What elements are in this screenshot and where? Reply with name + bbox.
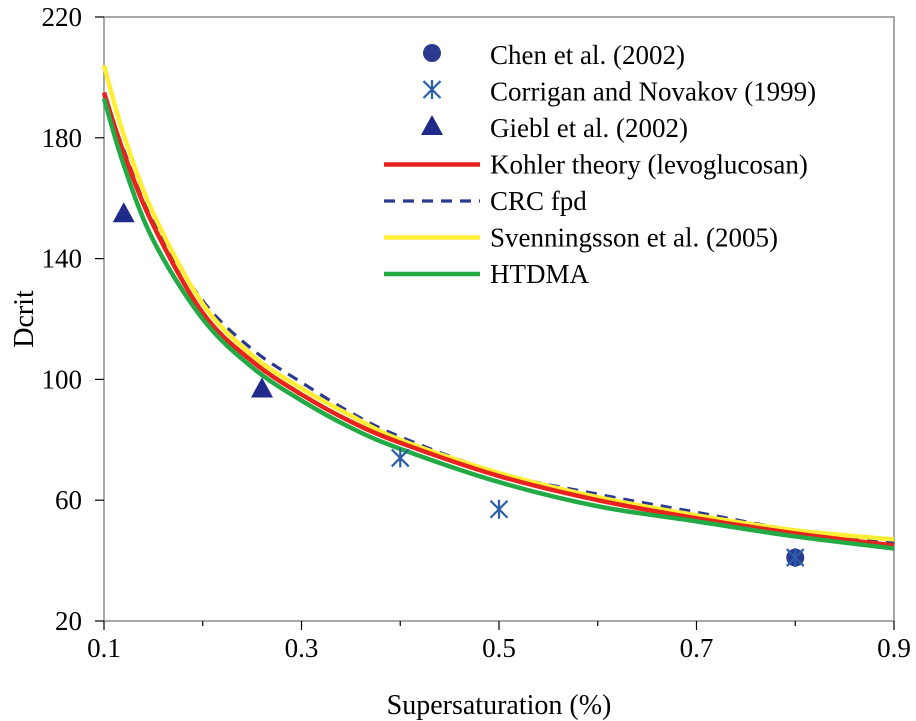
data-point-triangle (251, 377, 273, 398)
curves (101, 64, 895, 551)
y-tick-label: 220 (42, 2, 83, 32)
axes: 0.1 0.3 0.5 0.7 0.9 20 60 100 140 180 220 (42, 2, 911, 663)
x-tick-label: 0.5 (482, 633, 516, 663)
y-tick-label: 180 (42, 123, 83, 153)
x-axis-label: Supersaturation (%) (387, 690, 612, 721)
legend-marker-asterisk (422, 80, 442, 99)
legend-label: Chen et al. (2002) (490, 40, 685, 70)
series-line-htdma (101, 97, 895, 551)
data-point-asterisk (390, 448, 410, 468)
legend: Chen et al. (2002) Corrigan and Novakov (… (384, 40, 816, 289)
series-line-kohler-theory-levoglucosan (101, 91, 895, 548)
legend-label: CRC fpd (490, 186, 587, 216)
legend-label: Svenningsson et al. (2005) (490, 223, 778, 253)
series-line-svenningsson-et-al-2005 (101, 64, 895, 542)
y-tick-label: 100 (42, 364, 83, 394)
y-tick-label: 60 (55, 485, 82, 515)
x-tick-label: 0.1 (87, 633, 121, 663)
y-tick-label: 140 (42, 244, 83, 274)
legend-label: Kohler theory (levoglucosan) (490, 150, 808, 180)
data-point-asterisk (489, 499, 509, 519)
legend-marker-circle (423, 44, 441, 62)
x-tick-label: 0.7 (680, 633, 714, 663)
markers (112, 202, 805, 568)
data-point-asterisk (785, 548, 805, 568)
y-axis-label: Dcrit (9, 290, 40, 348)
x-tick-label: 0.3 (285, 633, 319, 663)
series-line-crc-fpd (102, 94, 895, 545)
x-tick-label: 0.9 (877, 633, 911, 663)
data-point-triangle (112, 202, 135, 223)
legend-label: HTDMA (490, 259, 589, 289)
legend-label: Corrigan and Novakov (1999) (490, 77, 816, 107)
plot-area (103, 16, 895, 622)
legend-marker-triangle (421, 115, 443, 135)
legend-label: Giebl et al. (2002) (490, 113, 688, 143)
y-tick-label: 20 (55, 606, 82, 636)
